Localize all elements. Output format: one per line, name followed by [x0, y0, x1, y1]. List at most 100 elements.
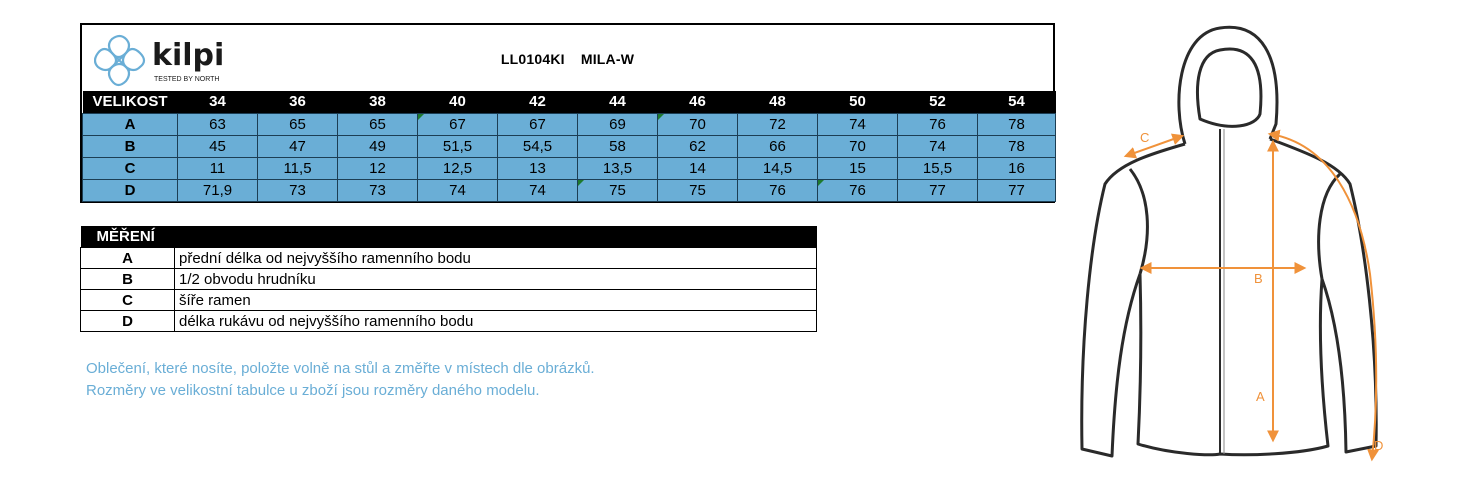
size-cell: 76 — [737, 178, 818, 202]
size-cell: 16 — [977, 156, 1056, 180]
size-cell: 12,5 — [417, 156, 498, 180]
label-c: C — [1140, 130, 1149, 145]
size-cell: 67 — [417, 112, 498, 136]
measuring-notes: Oblečení, které nosíte, položte volně na… — [86, 358, 595, 402]
size-row-c: C 11 11,5 12 12,5 13 13,5 14 14,5 15 15,5 16 — [82, 156, 1056, 180]
measurement-key: D — [80, 310, 175, 332]
size-header-cell: 52 — [897, 91, 978, 113]
size-cell: 51,5 — [417, 134, 498, 158]
arrow-d — [1267, 129, 1380, 462]
size-cell: 58 — [577, 134, 658, 158]
size-cell: 15 — [817, 156, 898, 180]
size-cell: 14 — [657, 156, 738, 180]
product-name: MILA-W — [580, 51, 635, 67]
brand-tagline: TESTED BY NORTH — [154, 76, 219, 83]
size-chart-header: kilpi TESTED BY NORTH LL0104KI MILA-W — [82, 25, 1053, 91]
size-cell: 77 — [977, 178, 1056, 202]
measurement-description: délka rukávu od nejvyššího ramenního bod… — [174, 310, 817, 332]
size-header-cell: 42 — [497, 91, 578, 113]
size-cell: 78 — [977, 112, 1056, 136]
brand-wordmark: kilpi — [152, 38, 224, 73]
size-cell: 66 — [737, 134, 818, 158]
measurement-description: šíře ramen — [174, 289, 817, 311]
size-cell: 72 — [737, 112, 818, 136]
size-cell: 76 — [817, 178, 898, 202]
size-cell: 74 — [417, 178, 498, 202]
size-header-cell: 40 — [417, 91, 498, 113]
size-row-b: B 45 47 49 51,5 54,5 58 62 66 70 74 78 — [82, 134, 1056, 158]
size-cell: 75 — [657, 178, 738, 202]
product-title: LL0104KI MILA-W — [82, 51, 1053, 67]
size-header-cell: 50 — [817, 91, 898, 113]
label-a: A — [1256, 389, 1265, 404]
measurement-row: B 1/2 obvodu hrudníku — [80, 268, 817, 290]
size-table: VELIKOST 34 36 38 40 42 44 46 48 50 52 54 A 63 65 65 6… — [82, 91, 1056, 202]
size-cell: 74 — [497, 178, 578, 202]
product-code: LL0104KI — [500, 51, 565, 67]
size-header-cell: 46 — [657, 91, 738, 113]
label-b: B — [1254, 271, 1263, 286]
jacket-illustration: C B A D — [1080, 25, 1383, 462]
size-row-d: D 71,9 73 73 74 74 75 75 76 76 77 77 — [82, 178, 1056, 202]
size-row-label: A — [82, 112, 178, 136]
size-chart: kilpi TESTED BY NORTH LL0104KI MILA-W VE… — [80, 23, 1056, 203]
measurement-header: MĚŘENÍ — [80, 226, 817, 248]
measurement-key: A — [80, 247, 175, 269]
size-cell: 74 — [897, 134, 978, 158]
size-header-cell: 38 — [337, 91, 418, 113]
size-cell: 62 — [657, 134, 738, 158]
size-row-a: A 63 65 65 67 67 69 70 72 74 76 78 — [82, 112, 1056, 136]
size-header-cell: 34 — [177, 91, 258, 113]
size-cell: 73 — [337, 178, 418, 202]
measurement-description: 1/2 obvodu hrudníku — [174, 268, 817, 290]
size-cell: 12 — [337, 156, 418, 180]
size-header-label: VELIKOST — [82, 91, 178, 113]
size-cell: 54,5 — [497, 134, 578, 158]
size-cell: 65 — [257, 112, 338, 136]
jacket-outline — [1080, 25, 1378, 458]
size-cell: 11,5 — [257, 156, 338, 180]
size-cell: 47 — [257, 134, 338, 158]
note-line-1: Oblečení, které nosíte, položte volně na… — [86, 360, 595, 377]
size-cell: 45 — [177, 134, 258, 158]
size-cell: 74 — [817, 112, 898, 136]
size-header-cell: 36 — [257, 91, 338, 113]
measurement-key: C — [80, 289, 175, 311]
size-cell: 77 — [897, 178, 978, 202]
size-header-cell: 44 — [577, 91, 658, 113]
size-cell: 70 — [657, 112, 738, 136]
size-cell: 63 — [177, 112, 258, 136]
size-cell: 71,9 — [177, 178, 258, 202]
size-cell: 70 — [817, 134, 898, 158]
note-line-2: Rozměry ve velikostní tabulce u zboží js… — [86, 382, 540, 399]
size-cell: 76 — [897, 112, 978, 136]
size-cell: 65 — [337, 112, 418, 136]
size-cell: 15,5 — [897, 156, 978, 180]
size-cell: 11 — [177, 156, 258, 180]
size-cell: 13 — [497, 156, 578, 180]
measurement-key: B — [80, 268, 175, 290]
size-cell: 69 — [577, 112, 658, 136]
size-cell: 78 — [977, 134, 1056, 158]
size-cell: 14,5 — [737, 156, 818, 180]
kilpi-logo: kilpi TESTED BY NORTH — [94, 34, 224, 87]
size-row-label: D — [82, 178, 178, 202]
size-cell: 67 — [497, 112, 578, 136]
measure-arrows — [1123, 129, 1380, 462]
size-cell: 13,5 — [577, 156, 658, 180]
size-row-label: B — [82, 134, 178, 158]
arrow-c — [1123, 133, 1185, 159]
size-cell: 75 — [577, 178, 658, 202]
size-header-cell: 54 — [977, 91, 1056, 113]
label-d: D — [1374, 438, 1383, 453]
size-cell: 49 — [337, 134, 418, 158]
size-header-row: VELIKOST 34 36 38 40 42 44 46 48 50 52 54 — [82, 91, 1056, 113]
measurement-header-row: MĚŘENÍ — [80, 226, 817, 248]
measurement-description: přední délka od nejvyššího ramenního bod… — [174, 247, 817, 269]
size-header-cell: 48 — [737, 91, 818, 113]
size-cell: 73 — [257, 178, 338, 202]
